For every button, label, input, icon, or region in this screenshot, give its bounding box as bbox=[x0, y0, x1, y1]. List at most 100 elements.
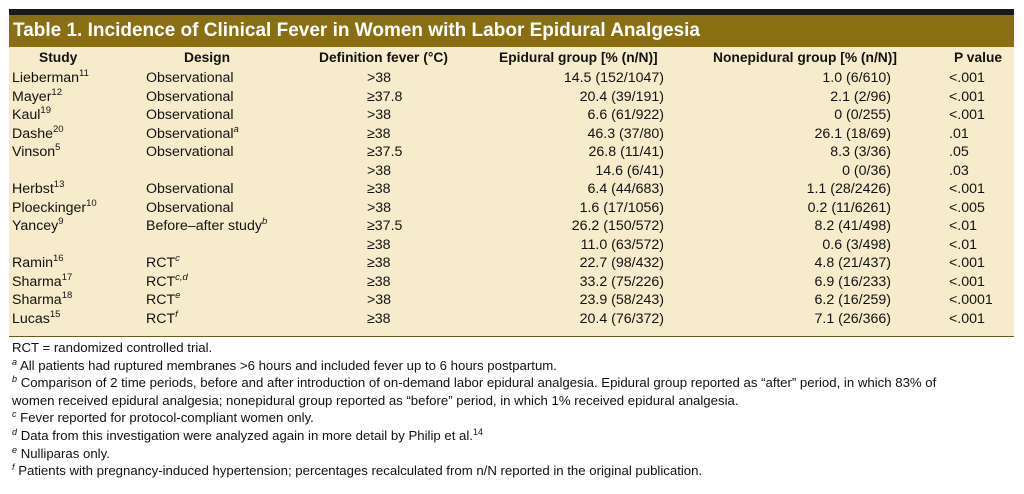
footnote-line: c Fever reported for protocol-compliant … bbox=[12, 410, 314, 426]
header-design: Design bbox=[184, 50, 230, 65]
cell-study: Sharma17 bbox=[12, 271, 73, 291]
footnote-text: All patients had ruptured membranes >6 h… bbox=[19, 357, 557, 373]
data-table: Study Design Definition fever (°C) Epidu… bbox=[9, 47, 1014, 337]
header-definition: Definition fever (°C) bbox=[319, 50, 448, 65]
cell-definition: ≥38 bbox=[367, 181, 391, 197]
cell-definition: ≥37.8 bbox=[367, 88, 403, 105]
cell-study: Ramin16 bbox=[12, 254, 64, 272]
footnote-text: women received epidural analgesia; nonep… bbox=[12, 392, 739, 408]
study-name: Sharma bbox=[12, 292, 62, 308]
cell-pvalue: <.001 bbox=[949, 107, 985, 123]
cell-epidural: 14.6 (6/41) bbox=[595, 162, 664, 179]
cell-epidural: 23.9 (58/243) bbox=[579, 292, 664, 308]
cell-nonepidural: 6.9 (16/233) bbox=[814, 273, 891, 290]
cell-epidural: 22.7 (98/432) bbox=[579, 255, 664, 271]
study-name: Herbst bbox=[12, 181, 54, 197]
study-name: Kaul bbox=[12, 107, 41, 123]
cell-epidural: 20.4 (76/372) bbox=[579, 310, 664, 327]
study-ref: 5 bbox=[55, 142, 61, 153]
cell-design: Observational bbox=[146, 88, 234, 106]
footnote-text: Fever reported for protocol-compliant wo… bbox=[20, 410, 314, 426]
study-ref: 18 bbox=[61, 290, 73, 301]
cell-design: Observational bbox=[146, 199, 234, 217]
design-text: Observational bbox=[146, 181, 234, 197]
study-ref: 9 bbox=[58, 216, 64, 227]
cell-definition: >38 bbox=[367, 162, 392, 179]
cell-definition: ≥37.5 bbox=[367, 144, 403, 160]
design-footnote-mark: c,d bbox=[175, 271, 188, 283]
cell-nonepidural: 26.1 (18/69) bbox=[814, 125, 891, 142]
design-footnote-mark: f bbox=[175, 308, 178, 320]
cell-study: Ploeckinger10 bbox=[12, 197, 97, 217]
cell-design: Before–after studyb bbox=[146, 217, 267, 235]
cell-pvalue: <.001 bbox=[949, 273, 985, 290]
cell-pvalue: <.01 bbox=[949, 218, 978, 234]
footnote-text: Comparison of 2 time periods, before and… bbox=[20, 375, 937, 391]
footnote-mark: c bbox=[12, 409, 17, 420]
study-name: Lucas bbox=[12, 310, 50, 327]
cell-definition: >38 bbox=[367, 107, 392, 123]
cell-pvalue: <.001 bbox=[949, 310, 985, 327]
cell-epidural: 46.3 (37/80) bbox=[587, 125, 664, 142]
study-name: Vinson bbox=[12, 144, 56, 160]
header-pvalue: P value bbox=[954, 50, 1003, 65]
table-row: Dashe20 Observationala ≥38 46.3 (37/80) 26.1… bbox=[9, 123, 1014, 143]
cell-pvalue: <.01 bbox=[949, 236, 978, 253]
footnote-text: Patients with pregnancy-induced hyperten… bbox=[18, 463, 703, 479]
study-name: Mayer bbox=[12, 88, 52, 105]
design-text: Observational bbox=[146, 144, 234, 160]
cell-nonepidural: 0.6 (3/498) bbox=[822, 236, 891, 253]
footnote-line: women received epidural analgesia; nonep… bbox=[12, 393, 739, 409]
design-text: Before–after study bbox=[146, 218, 262, 234]
cell-study: Herbst13 bbox=[12, 180, 64, 198]
design-text: Observational bbox=[146, 88, 234, 105]
cell-epidural: 14.5 (152/1047) bbox=[563, 70, 664, 86]
cell-epidural: 26.2 (150/572) bbox=[571, 218, 664, 234]
cell-epidural: 1.6 (17/1056) bbox=[579, 199, 664, 216]
table-header-row: Study Design Definition fever (°C) Epidu… bbox=[9, 49, 1014, 67]
study-ref: 10 bbox=[86, 197, 97, 209]
cell-pvalue: .01 bbox=[949, 125, 969, 142]
cell-nonepidural: 0.2 (11/6261) bbox=[807, 199, 891, 216]
table-row: Sharma18 RCTe >38 23.9 (58/243) 6.2 (16/259)… bbox=[9, 291, 1014, 309]
cell-study: Yancey9 bbox=[12, 217, 64, 235]
study-ref: 11 bbox=[79, 68, 89, 79]
cell-nonepidural: 0 (0/36) bbox=[842, 162, 891, 179]
cell-design: RCTf bbox=[146, 308, 178, 328]
table-row: ≥38 11.0 (63/572) 0.6 (3/498) <.01 bbox=[9, 236, 1014, 254]
cell-study: Vinson5 bbox=[12, 143, 60, 161]
cell-epidural: 20.4 (39/191) bbox=[579, 88, 664, 105]
design-text: Observational bbox=[146, 70, 234, 86]
cell-nonepidural: 1.0 (6/610) bbox=[822, 70, 891, 86]
header-nonepidural: Nonepidural group [% (n/N)] bbox=[713, 50, 897, 65]
footnote-mark: a bbox=[12, 356, 18, 367]
cell-epidural: 33.2 (75/226) bbox=[579, 273, 664, 290]
footnote-mark: f bbox=[12, 462, 15, 473]
cell-pvalue: <.001 bbox=[949, 181, 985, 197]
cell-study: Sharma18 bbox=[12, 291, 72, 309]
cell-epidural: 11.0 (63/572) bbox=[580, 236, 664, 253]
cell-definition: ≥38 bbox=[367, 125, 391, 142]
footnote-ref: 14 bbox=[472, 427, 483, 437]
study-name: Ramin bbox=[12, 255, 53, 271]
cell-nonepidural: 1.1 (28/2426) bbox=[806, 181, 891, 197]
top-rule bbox=[9, 9, 1014, 15]
cell-definition: ≥38 bbox=[367, 273, 391, 290]
design-text: Observational bbox=[146, 125, 234, 142]
footnote-line: b Comparison of 2 time periods, before a… bbox=[12, 375, 936, 391]
table-row: Kaul19 Observational >38 6.6 (61/922) 0 (0/2… bbox=[9, 106, 1014, 124]
cell-definition: >38 bbox=[367, 70, 392, 86]
study-ref: 17 bbox=[61, 271, 73, 283]
table-row: Herbst13 Observational ≥38 6.4 (44/683) 1.1 … bbox=[9, 180, 1014, 198]
table-row: Vinson5 Observational ≥37.5 26.8 (11/41) 8.3… bbox=[9, 143, 1014, 161]
study-name: Yancey bbox=[12, 218, 59, 234]
design-footnote-mark: a bbox=[233, 123, 239, 135]
cell-pvalue: <.001 bbox=[949, 70, 985, 86]
footnote-line: d Data from this investigation were anal… bbox=[12, 428, 483, 444]
table-row: Ramin16 RCTc ≥38 22.7 (98/432) 4.8 (21/437) <… bbox=[9, 254, 1014, 272]
footnote-line: a All patients had ruptured membranes >6… bbox=[12, 356, 557, 374]
study-name: Sharma bbox=[12, 273, 62, 290]
study-ref: 12 bbox=[51, 86, 62, 98]
study-name: Dashe bbox=[12, 125, 54, 142]
cell-design: Observational bbox=[146, 69, 234, 87]
